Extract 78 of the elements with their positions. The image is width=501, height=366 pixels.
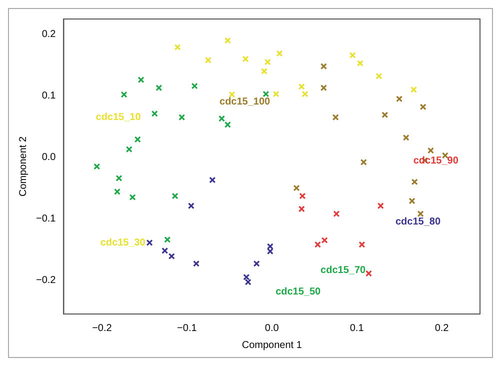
point	[299, 192, 306, 200]
point	[302, 90, 308, 98]
point	[192, 260, 200, 267]
point	[204, 56, 212, 64]
point	[129, 194, 136, 201]
x-tick-label: −0.2	[92, 322, 112, 334]
annotation: cdc15_50	[276, 286, 322, 298]
point	[408, 198, 416, 204]
x-tick-label: 0.1	[350, 322, 364, 334]
point	[209, 176, 216, 184]
point	[134, 136, 141, 143]
point	[276, 50, 283, 57]
point	[126, 146, 132, 153]
point	[382, 112, 388, 118]
point	[264, 58, 271, 66]
point	[168, 252, 175, 260]
x-tick-label: −0.1	[177, 322, 198, 334]
point	[377, 202, 384, 210]
point	[298, 206, 305, 212]
annotation: cdc15_10	[96, 112, 142, 123]
point	[224, 121, 231, 128]
point	[298, 83, 305, 90]
point	[396, 96, 403, 102]
y-tick-label: 0.2	[42, 29, 56, 40]
point	[427, 147, 434, 154]
point	[332, 114, 339, 121]
y-axis-title: Component 2	[18, 136, 29, 197]
y-tick-label: −0.1	[36, 213, 56, 224]
point	[116, 174, 122, 182]
point	[314, 241, 322, 248]
y-tick-label: 0.0	[42, 152, 56, 164]
x-axis-title: Component 1	[242, 340, 302, 351]
point	[411, 178, 418, 186]
point	[272, 90, 280, 98]
point	[164, 236, 171, 243]
annotation: cdc15_30	[100, 237, 146, 248]
point	[262, 90, 270, 98]
point	[253, 260, 260, 267]
point	[417, 210, 424, 218]
point	[410, 86, 418, 93]
point	[172, 192, 178, 200]
annotation: cdc15_70	[320, 265, 366, 276]
point	[320, 84, 327, 92]
point	[402, 134, 410, 141]
point	[420, 104, 426, 110]
point	[360, 158, 367, 166]
point	[162, 247, 168, 254]
point	[120, 91, 128, 98]
point	[114, 188, 121, 195]
point	[151, 110, 158, 117]
annotation: cdc15_90	[413, 156, 459, 167]
point	[138, 76, 144, 84]
point	[242, 56, 249, 62]
point	[333, 210, 340, 218]
annotation: cdc15_80	[395, 216, 441, 228]
x-tick-label: 0.0	[264, 322, 280, 334]
point	[156, 84, 162, 92]
point	[94, 163, 100, 170]
point	[320, 63, 327, 70]
point	[188, 202, 194, 210]
point	[321, 236, 328, 244]
point	[224, 37, 231, 44]
point	[358, 241, 366, 248]
annotation: cdc15_100	[220, 96, 271, 108]
point	[191, 82, 198, 90]
point	[146, 239, 153, 246]
y-tick-label: −0.2	[36, 274, 56, 286]
x-tick-label: 0.2	[434, 322, 450, 334]
point	[293, 184, 300, 192]
point	[376, 72, 382, 80]
y-tick-label: 0.1	[42, 90, 56, 102]
point	[356, 60, 364, 67]
point	[174, 44, 181, 51]
point	[178, 114, 186, 121]
point	[365, 270, 372, 277]
point	[349, 52, 356, 59]
point	[218, 115, 226, 122]
point	[260, 68, 268, 75]
